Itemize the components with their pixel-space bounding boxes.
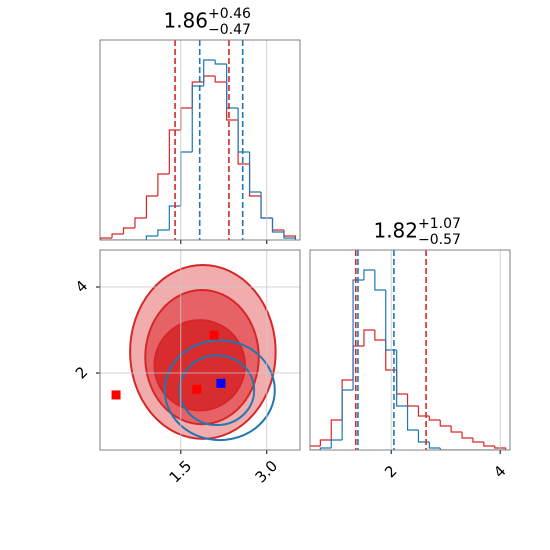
y-tick-label: 2 [72, 363, 91, 382]
histogram-step [450, 426, 463, 433]
histogram-step [203, 75, 216, 82]
histogram-step [237, 108, 250, 153]
x-tick-label: 3.0 [252, 457, 282, 487]
axes-frame [309, 249, 511, 451]
histogram-step [428, 442, 441, 449]
histogram-step [226, 64, 239, 109]
histogram-step [374, 330, 386, 341]
histogram-step [191, 85, 204, 152]
histogram-step [157, 173, 170, 196]
histogram-step [352, 279, 364, 390]
histogram-step [385, 290, 397, 351]
histogram-step [203, 59, 216, 86]
histogram-step [363, 269, 375, 280]
histogram-step [157, 229, 170, 236]
histogram-step [330, 439, 343, 448]
histogram-step [145, 235, 158, 240]
histogram-step [134, 217, 147, 228]
histogram-step [168, 129, 181, 174]
histogram-step [417, 406, 430, 417]
title-value: 1.82 [373, 219, 418, 243]
histogram-step [341, 389, 354, 440]
x-tick-label: 4 [490, 462, 509, 481]
histogram-step [145, 195, 158, 218]
histogram-step [310, 445, 321, 450]
point [192, 384, 202, 394]
histogram-step [428, 416, 441, 421]
y-tick-label: 4 [72, 277, 91, 296]
histogram-step [439, 420, 452, 427]
title-value: 1.86 [163, 9, 208, 33]
histogram-step [341, 379, 354, 420]
plot-area [111, 264, 277, 442]
x-tick-label: 1.5 [166, 457, 196, 487]
plot-area [100, 40, 297, 240]
histogram-step [214, 60, 227, 65]
histogram-step [417, 430, 430, 443]
axes-frame [99, 249, 301, 451]
histogram-step [319, 439, 332, 446]
title-lower: −0.47 [208, 22, 251, 38]
histogram-step [461, 432, 473, 439]
histogram-step [283, 232, 297, 240]
contour [153, 319, 246, 412]
histogram-step [472, 438, 484, 443]
point [111, 390, 121, 400]
histogram-step [180, 107, 193, 130]
title-lower: −0.57 [418, 232, 461, 248]
plot-area [310, 250, 507, 450]
histogram-step [271, 218, 284, 233]
histogram-step [260, 192, 273, 219]
histogram-step [168, 205, 181, 230]
histogram-step [396, 370, 408, 395]
histogram-step [237, 120, 250, 165]
histogram-step [122, 227, 135, 234]
histogram-step [374, 270, 386, 291]
contour [178, 354, 256, 427]
title-upper: +0.46 [208, 6, 251, 22]
histogram-step [180, 151, 193, 206]
contour [163, 339, 276, 442]
histogram-step [439, 448, 452, 450]
histogram-step [248, 152, 262, 193]
axes-frame [99, 39, 301, 241]
histogram-step [330, 419, 343, 440]
histogram-step [396, 350, 408, 407]
histogram-step [363, 329, 375, 346]
histogram-step [406, 406, 419, 431]
point [216, 378, 226, 388]
histogram-step [271, 218, 284, 231]
histogram-step [406, 394, 419, 407]
point [209, 330, 219, 340]
x-tick-label: 2 [381, 462, 400, 481]
histogram-step [319, 447, 332, 450]
histogram-step [111, 233, 124, 238]
histogram-step [483, 442, 495, 447]
histogram-step [214, 76, 227, 83]
histogram-step [100, 237, 113, 240]
histogram-step [248, 164, 262, 197]
title-upper: +1.07 [418, 216, 461, 232]
